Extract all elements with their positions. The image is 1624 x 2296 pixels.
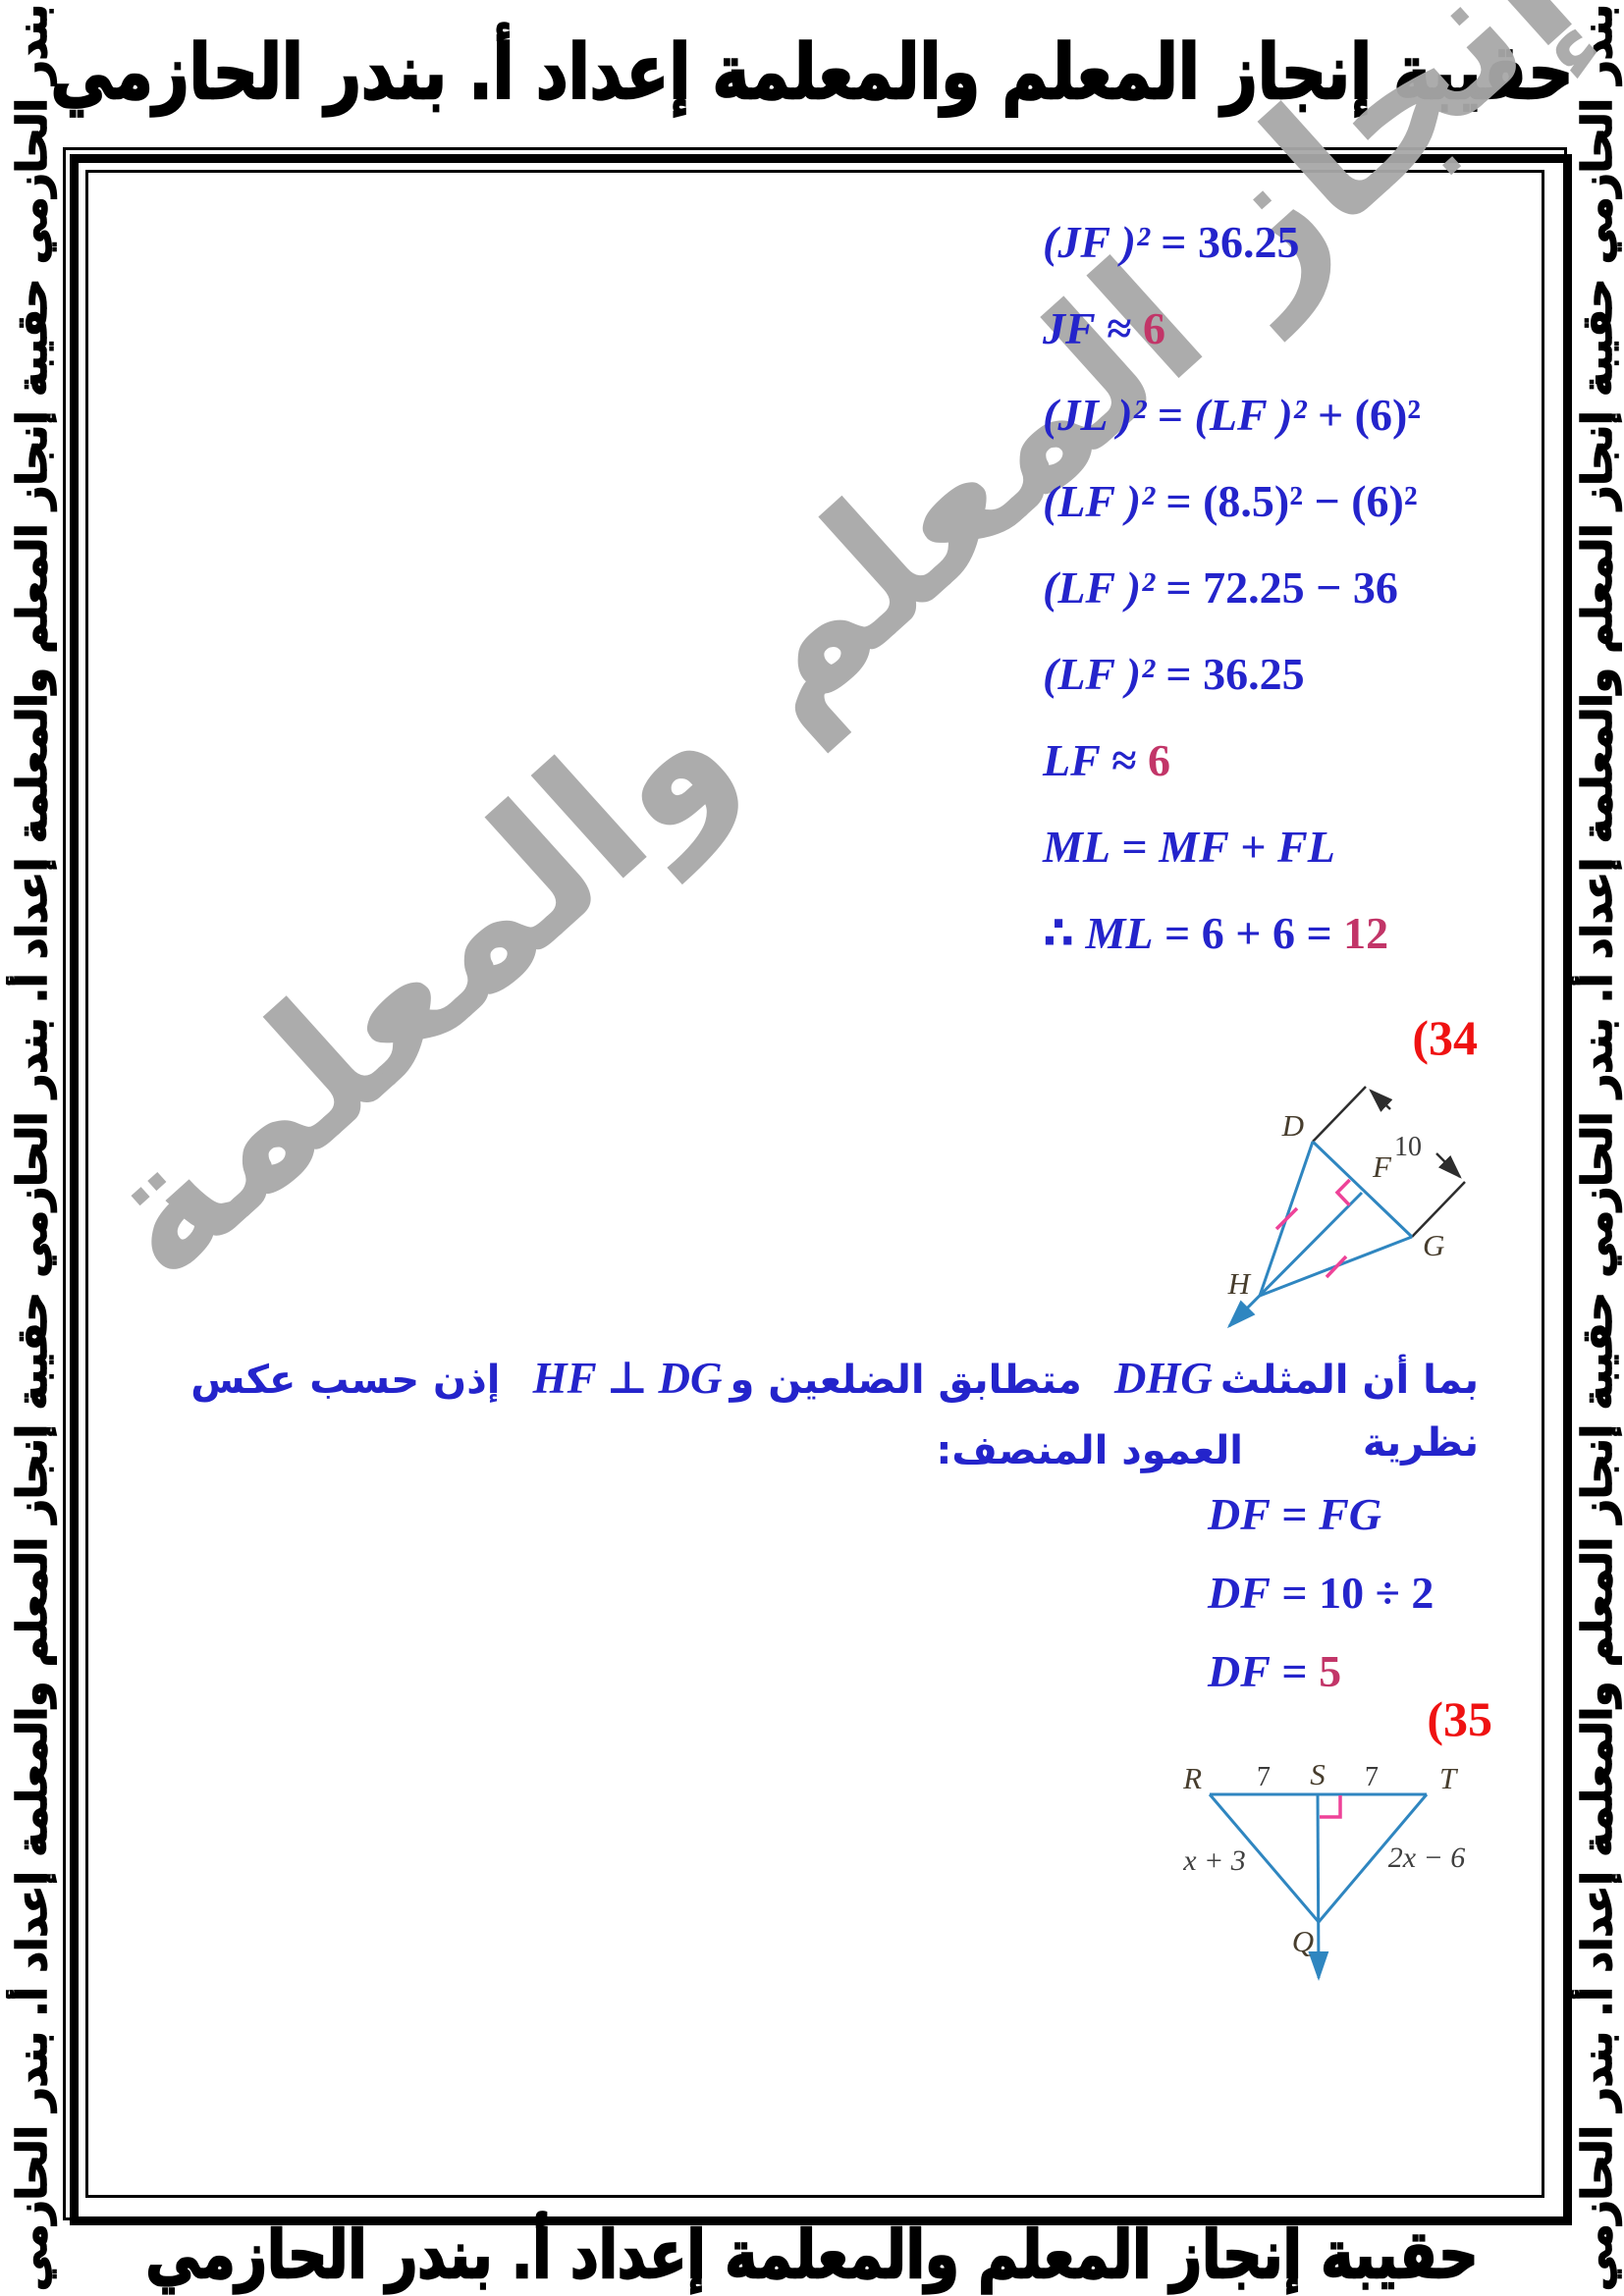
equation-segment: = <box>1146 389 1195 440</box>
ray-fh <box>1226 1191 1364 1329</box>
problem-34-number: (34 <box>1412 1010 1478 1065</box>
equation-line: JF ≈ 6 <box>1043 285 1421 371</box>
equation-segment: DF <box>1208 1645 1271 1696</box>
vertex-label-q: Q <box>1292 1924 1314 1958</box>
equation-segment: = <box>1270 1488 1320 1539</box>
equation-segment: + <box>1228 821 1278 872</box>
equation-line: ML = MF + FL <box>1043 803 1421 889</box>
segment-rq <box>1208 1793 1321 1923</box>
segment-dg <box>1311 1140 1414 1239</box>
figure-35: R S T Q 7 7 x + 3 2x − 6 <box>1182 1762 1466 1981</box>
equation-segment: ∴ <box>1043 908 1086 958</box>
equation-segment: + (6)² <box>1306 389 1422 440</box>
equation-segment: ML <box>1085 907 1154 958</box>
arabic-text: إذن حسب عكس نظرية <box>190 1358 1479 1466</box>
equation-line: ∴ ML = 6 + 6 = 12 <box>1043 889 1421 976</box>
equation-segment: = <box>1110 821 1160 872</box>
figure-34: 10 D F G H <box>1226 1086 1466 1329</box>
vertex-label-r: R <box>1182 1762 1202 1795</box>
equation-line: LF ≈ 6 <box>1043 717 1421 803</box>
arabic-text: متطابق الضلعين و <box>730 1358 1096 1403</box>
math-expression: DHG <box>1103 1354 1213 1403</box>
equation-segment: = (8.5)² − (6)² <box>1154 475 1418 526</box>
equation-line: DF = FG <box>1208 1474 1434 1553</box>
length-label-rs: 7 <box>1257 1762 1271 1792</box>
vertex-label-g: G <box>1423 1228 1444 1262</box>
equation-segment: (JL )² <box>1043 389 1147 440</box>
arabic-text: بما أن المثلث <box>1219 1358 1479 1403</box>
equation-segment: 6 <box>1148 734 1171 785</box>
equation-line: (LF )² = (8.5)² − (6)² <box>1043 457 1421 544</box>
bottom-calligraphy-banner: حقيبة إنجاز المعلم والمعلمة إعداد أ. بند… <box>144 2216 1479 2294</box>
dimension-value-label: 10 <box>1394 1132 1422 1162</box>
equation-segment: ≈ <box>1095 302 1143 353</box>
equation-segment: (LF )² <box>1043 475 1155 526</box>
note-line-1: بما أن المثلث DHG متطابق الضلعين و HF ⊥ … <box>147 1347 1479 1474</box>
equation-segment: = 36.25 <box>1154 648 1305 699</box>
equation-segment: DF <box>1208 1488 1271 1539</box>
dimension-arrow-lower <box>1435 1152 1462 1179</box>
dimension-arrow-upper <box>1369 1089 1393 1112</box>
equation-segment: LF <box>1043 734 1101 785</box>
equation-segment: FG <box>1319 1488 1382 1539</box>
length-label-st: 7 <box>1365 1762 1379 1792</box>
equation-line: (LF )² = 72.25 − 36 <box>1043 544 1421 630</box>
equation-segment: FL <box>1277 821 1335 872</box>
equation-line: (JF )² = 36.25 <box>1043 198 1421 285</box>
vertex-label-f: F <box>1372 1149 1392 1184</box>
equation-segment: = 6 + 6 = <box>1153 907 1344 958</box>
equation-segment: ≈ <box>1100 734 1149 785</box>
equation-segment: = 10 ÷ 2 <box>1270 1567 1435 1618</box>
solution-34-equations: DF = FG DF = 10 ÷ 2 DF = 5 <box>1208 1474 1434 1710</box>
equation-line: DF = 10 ÷ 2 <box>1208 1553 1434 1631</box>
equation-segment: = <box>1270 1645 1320 1696</box>
equation-line: (LF )² = 36.25 <box>1043 630 1421 717</box>
equation-segment: JF <box>1043 302 1096 353</box>
equation-segment: (LF )² <box>1043 561 1155 613</box>
equation-line: DF = 5 <box>1208 1631 1434 1710</box>
equation-segment: DF <box>1208 1567 1271 1618</box>
math-expression: HF ⊥ DG <box>521 1354 723 1403</box>
congruence-marks <box>1274 1178 1351 1279</box>
side-label-tq: 2x − 6 <box>1388 1842 1466 1874</box>
triangle-rtq <box>1208 1792 1429 1981</box>
equation-segment: (LF )² <box>1043 648 1155 699</box>
ray-sq <box>1308 1793 1329 1981</box>
note-line-2: العمود المنصف: <box>936 1428 1243 1473</box>
top-calligraphy-banner: حقيبة إنجاز المعلم والمعلمة إعداد أ. بند… <box>49 28 1574 118</box>
right-angle-mark-s <box>1320 1795 1342 1819</box>
equation-segment: = 36.25 <box>1149 216 1300 267</box>
equation-segment: (JF )² <box>1043 216 1150 267</box>
segment-tq <box>1317 1793 1429 1923</box>
vertex-label-h: H <box>1227 1266 1252 1301</box>
tick-mark-hd <box>1274 1206 1299 1231</box>
side-label-rq: x + 3 <box>1182 1844 1246 1877</box>
vertex-label-s: S <box>1310 1762 1326 1791</box>
equation-segment: 12 <box>1343 907 1389 958</box>
vertex-label-t: T <box>1439 1762 1459 1795</box>
dimension-annotation <box>1312 1086 1466 1238</box>
solution-33-equations: (JF )² = 36.25 JF ≈ 6 (JL )² = (LF )² + (6… <box>1043 198 1421 976</box>
equation-segment: = 72.25 − 36 <box>1154 561 1398 613</box>
problem-35-number: (35 <box>1427 1691 1492 1746</box>
equation-segment: 5 <box>1319 1645 1342 1696</box>
vertex-label-d: D <box>1281 1108 1304 1143</box>
dimension-tick-d <box>1312 1086 1367 1143</box>
equation-segment: 6 <box>1142 302 1165 353</box>
equation-line: (JL )² = (LF )² + (6)² <box>1043 371 1421 457</box>
dimension-tick-g <box>1411 1181 1466 1238</box>
equation-segment: (LF )² <box>1194 389 1307 440</box>
right-angle-mark-f <box>1334 1178 1351 1207</box>
tick-mark-hg <box>1325 1255 1348 1279</box>
equation-segment: MF <box>1159 821 1229 872</box>
equation-segment: ML <box>1043 821 1110 872</box>
